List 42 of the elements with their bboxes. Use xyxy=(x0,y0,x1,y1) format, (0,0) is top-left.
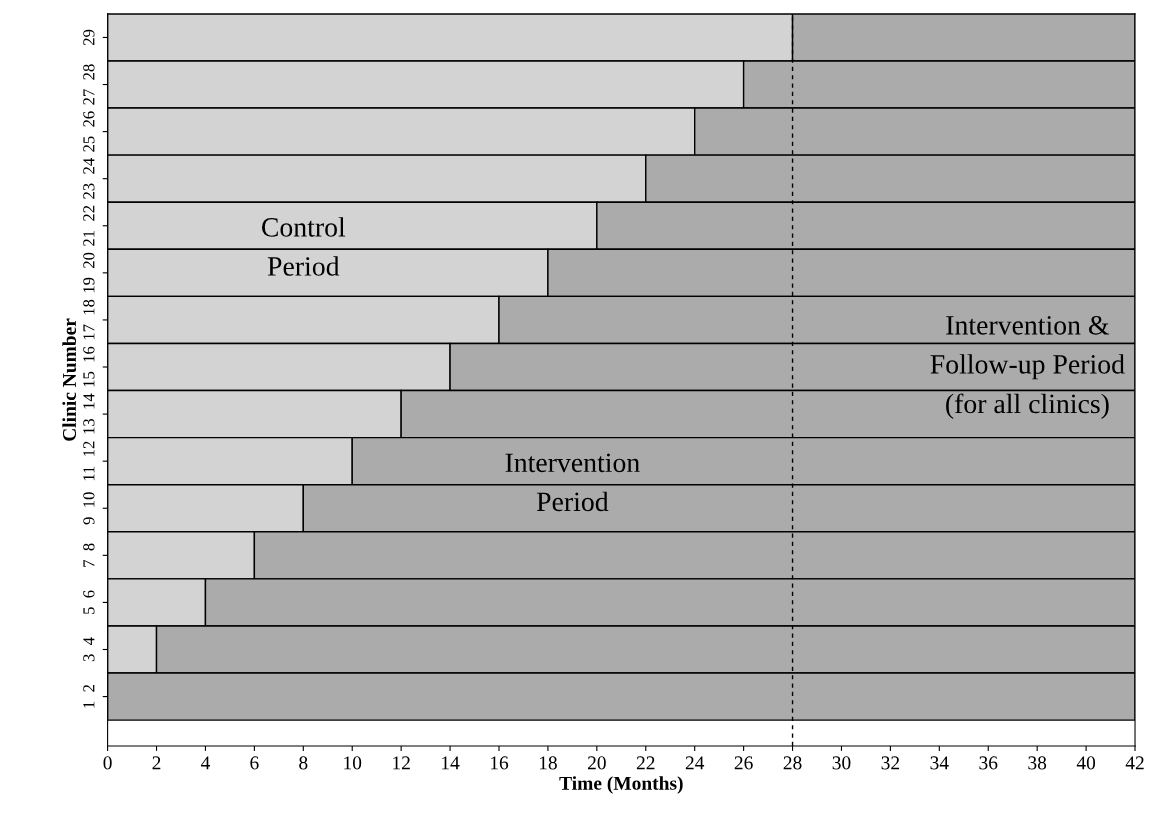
x-tick-label: 22 xyxy=(636,756,655,770)
y-tick-label: 5 6 xyxy=(83,590,95,614)
x-tick-label: 28 xyxy=(783,756,802,770)
y-tick-label: 1 2 xyxy=(83,685,95,708)
annotation: Intervention Period xyxy=(505,453,640,512)
x-tick-label: 16 xyxy=(490,756,509,770)
y-tick-label: 27 28 xyxy=(83,64,95,105)
y-tick-label: 11 12 xyxy=(83,441,95,481)
annotation: Control Period xyxy=(262,217,346,276)
y-tick-label: 23 24 xyxy=(83,158,95,199)
x-tick-label: 4 xyxy=(200,756,211,770)
annotation: Intervention & Follow-up Period (for all clinics) xyxy=(930,315,1125,419)
x-tick-label: 32 xyxy=(881,756,900,770)
x-tick-label: 10 xyxy=(344,756,362,770)
x-tick-label: 2 xyxy=(152,756,161,770)
x-tick-label: 12 xyxy=(393,756,410,770)
y-tick-label: 17 18 xyxy=(83,299,95,340)
x-tick-label: 18 xyxy=(539,756,557,770)
x-tick-label: 8 xyxy=(299,756,308,770)
x-tick-label: 36 xyxy=(979,756,998,770)
x-tick-label: 6 xyxy=(250,756,259,770)
x-axis-title: Time (Months) xyxy=(559,776,683,794)
y-tick-label: 7 8 xyxy=(83,543,95,567)
x-tick-label: 30 xyxy=(832,756,851,770)
x-tick-label: 42 xyxy=(1125,756,1144,770)
x-tick-label: 38 xyxy=(1028,756,1047,770)
x-tick-label: 0 xyxy=(103,756,112,770)
x-tick-label: 40 xyxy=(1076,756,1096,770)
x-tick-label: 24 xyxy=(685,756,705,770)
y-axis-title: Clinic Number xyxy=(62,318,77,441)
y-tick-label: 19 20 xyxy=(83,252,95,293)
x-tick-label: 26 xyxy=(734,756,753,770)
y-tick-label: 25 26 xyxy=(83,111,95,152)
x-tick-label: 14 xyxy=(442,756,460,770)
y-tick-label: 29 xyxy=(83,29,95,46)
y-tick-label: 13 14 xyxy=(83,393,95,434)
x-tick-label: 34 xyxy=(930,756,949,770)
y-tick-label: 21 22 xyxy=(83,205,95,246)
y-tick-label: 3 4 xyxy=(83,637,95,662)
y-tick-label: 15 16 xyxy=(83,346,95,387)
x-tick-label: 20 xyxy=(587,756,606,770)
y-tick-label: 9 10 xyxy=(83,492,95,525)
